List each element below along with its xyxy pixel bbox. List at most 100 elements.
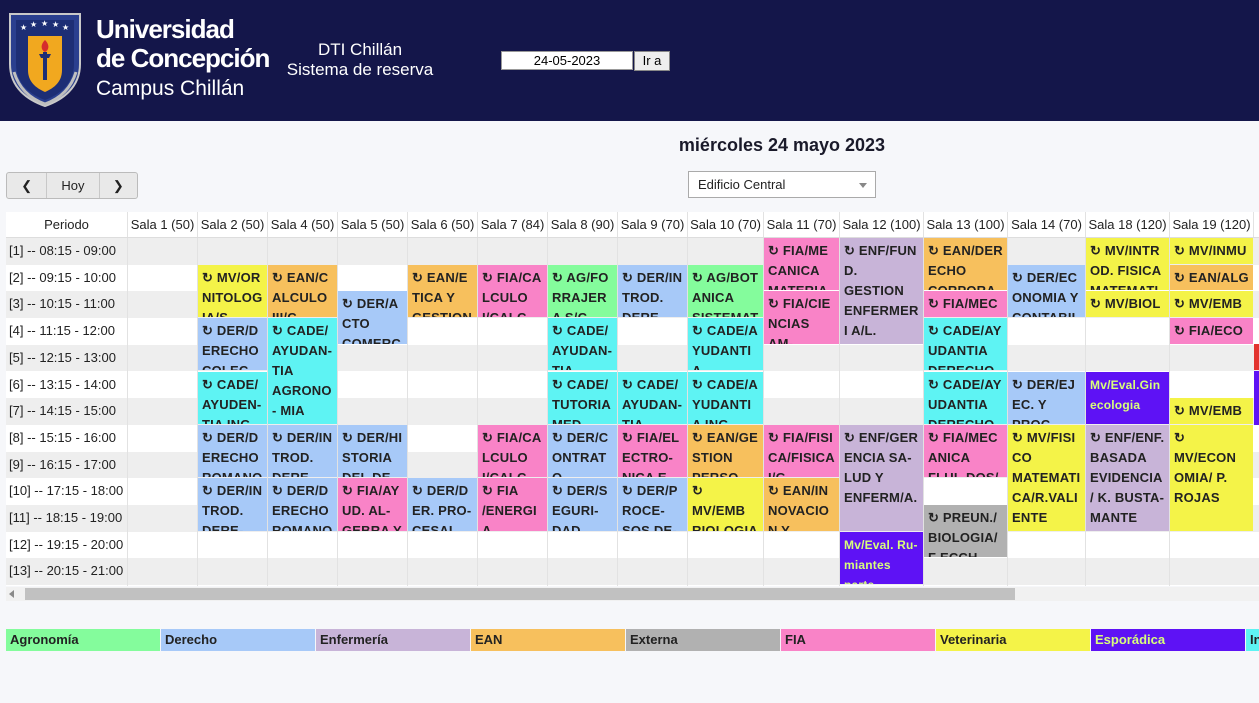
column-divider [197, 238, 198, 586]
reservation-block[interactable]: ↻ ENF/GER ENCIA SA- LUD Y ENFERM/A. [840, 424, 923, 531]
building-select-value: Edificio Central [698, 177, 786, 192]
column-divider [407, 238, 408, 586]
reservation-block[interactable]: ↻ FIA/ECO [1170, 318, 1253, 344]
reservation-block[interactable]: ↻ FIA/EL ECTRO- NICA E [618, 424, 687, 478]
room-header: Sala 6 (50) [408, 212, 478, 238]
reservation-block[interactable]: ↻ CADE/ TUTORIA MED [548, 371, 617, 424]
reservation-block[interactable]: ↻ PREUN./ BIOLOGIA/F ECCH [924, 505, 1007, 558]
reservation-block[interactable]: ↻ EAN/ALG [1170, 264, 1253, 291]
reservation-block[interactable]: ↻ FIA/AY UD. AL- GEBRA Y [338, 478, 407, 531]
prev-day-button[interactable]: ❮ [7, 173, 48, 198]
today-button[interactable]: Hoy [47, 173, 100, 198]
reservation-block[interactable]: ↻ FIA /ENERGIA RENOVA [478, 478, 547, 531]
scrollbar-thumb[interactable] [25, 588, 1015, 600]
reservation-block[interactable]: ↻ EAN/E TICA Y GESTION [408, 264, 477, 318]
room-header: Sala 2 (50) [198, 212, 268, 238]
reservation-block-partial[interactable] [1254, 344, 1259, 370]
reservation-block[interactable]: ↻ DER/EC ONOMIA Y CONTABILI [1008, 264, 1085, 318]
column-divider [687, 238, 688, 586]
reservation-block-partial[interactable] [1254, 371, 1259, 425]
period-label: [9] -- 16:15 - 17:00 [9, 456, 116, 472]
reservation-block[interactable]: ↻ MV/INMU [1170, 238, 1253, 264]
reservation-block[interactable]: ↻ EAN/IN NOVACION Y [764, 478, 839, 531]
reservation-block[interactable]: ↻ MV/EMB RIOLOGIA/ I [688, 478, 763, 531]
reservation-block[interactable]: ↻ DER/D ERECHO ROMANO [268, 478, 337, 531]
reservation-block[interactable]: ↻ MV/EMB [1170, 398, 1253, 424]
period-header: Periodo [6, 212, 128, 238]
reservation-block[interactable]: ↻ DER/S EGURI- DAD [548, 478, 617, 531]
period-label: [10] -- 17:15 - 18:00 [9, 483, 124, 499]
reservation-block[interactable]: ↻ MV/BIOL [1086, 291, 1169, 318]
reservation-block[interactable]: ↻ MV/FISI CO MATEMATI CA/R.VALI ENTE [1008, 424, 1085, 531]
reservation-block[interactable]: ↻ CADE/ AYUDAN- TIA [548, 318, 617, 371]
reservation-block[interactable]: ↻ FIA/FISI CA/FISICA I/G [764, 424, 839, 478]
reservation-block[interactable]: ↻ ENF/FUN D. GESTION ENFERMERI A/L. SALA… [840, 238, 923, 344]
period-label: [1] -- 08:15 - 09:00 [9, 243, 116, 258]
reservation-block[interactable]: ↻ DER/A CTO COMERCI [338, 291, 407, 344]
reservation-block[interactable]: Mv/Eval.Gin ecologia [1086, 371, 1169, 424]
legend-item: Esporádica [1091, 629, 1245, 651]
reservation-block[interactable]: ↻ FIA/CIE NCIAS AM- BIENTA- [764, 291, 839, 344]
reservation-block[interactable]: ↻ DER/D ERECHO COLEC [198, 318, 267, 371]
next-day-button[interactable]: ❯ [112, 177, 124, 193]
reservation-block[interactable]: ↻ DER/D ER. PRO- CESAL [408, 478, 477, 531]
day-title: miércoles 24 mayo 2023 [678, 135, 886, 155]
reservation-block[interactable]: ↻ CADE/ AYUDAN- TIA MEDI- [618, 371, 687, 424]
reservation-block[interactable]: ↻ ENF/ENF. BASADA EVIDENCIA/ K. BUSTA- M… [1086, 424, 1169, 531]
date-input[interactable] [501, 51, 633, 70]
schedule-row [6, 558, 1259, 586]
room-header: Sala 9 (70) [618, 212, 688, 238]
period-label: [4] -- 11:15 - 12:00 [9, 323, 115, 339]
period-label: [6] -- 13:15 - 14:00 [9, 376, 116, 392]
reservation-block[interactable]: ↻ EAN/DER ECHO CORPORATI [924, 238, 1007, 291]
reservation-block[interactable]: ↻ DER/HI STORIA DEL DE- [338, 424, 407, 478]
room-header: Sala 13 (100) [924, 212, 1008, 238]
room-header: Sala 8 (90) [548, 212, 618, 238]
legend-item: EAN [471, 629, 625, 651]
svg-text:★: ★ [52, 20, 59, 29]
reservation-block[interactable]: ↻ DER/D ERECHO ROMANO [198, 424, 267, 478]
reservation-block[interactable]: ↻ CADE/ AYUDEN- TIA ING [198, 371, 267, 424]
reservation-block[interactable]: ↻ DER/C ONTRATO TRABAJO [548, 424, 617, 478]
reservation-block[interactable]: ↻ MV/OR NITOLOGIA/S [198, 264, 267, 318]
column-divider [763, 238, 764, 586]
schedule-row [6, 318, 1259, 345]
reservation-block[interactable]: ↻ EAN/GE STION PERSO- [688, 424, 763, 478]
reservation-block[interactable]: ↻ CADE/ AYUDAN- TIA AGRONO- MIA [268, 318, 337, 424]
svg-text:★: ★ [30, 20, 37, 29]
go-button[interactable]: Ir a [634, 51, 670, 71]
scroll-left-icon[interactable] [9, 590, 14, 598]
reservation-block[interactable]: ↻ EAN/C ALCULO III/C [268, 264, 337, 318]
schedule-row [6, 238, 1259, 265]
reservation-block[interactable]: ↻ FIA/MEC [924, 291, 1007, 318]
period-label: [3] -- 10:15 - 11:00 [9, 296, 115, 312]
reservation-block[interactable]: ↻ FIA/MEC ANICA FLUI- DOS/ [924, 424, 1007, 478]
reservation-block[interactable]: ↻ FIA/ME CANICA MATERIAL [764, 238, 839, 291]
column-divider [127, 238, 128, 586]
building-select[interactable]: Edificio Central [688, 171, 876, 198]
reservation-block[interactable]: ↻ AG/FO RRAJERA S/C [548, 264, 617, 318]
reservation-block[interactable]: ↻ DER/P ROCE- SOS DE- [618, 478, 687, 531]
reservation-block[interactable]: Mv/Eval. Ru- miantes parte [840, 531, 923, 585]
reservation-block[interactable]: ↻ MV/ECON OMIA/ P. ROJAS [1170, 424, 1253, 531]
schedule-grid: [1] -- 08:15 - 09:00 [2] -- 09:15 - 10:00… [6, 212, 1259, 586]
system-title: DTI Chillán Sistema de reserva [270, 40, 450, 80]
chevron-down-icon [859, 183, 867, 188]
reservation-block[interactable]: ↻ MV/EMB [1170, 291, 1253, 318]
column-divider [337, 238, 338, 586]
period-label: [13] -- 20:15 - 21:00 [9, 563, 124, 579]
period-label: [8] -- 15:15 - 16:00 [9, 429, 116, 445]
horizontal-scrollbar[interactable] [6, 587, 1259, 601]
reservation-block[interactable]: ↻ AG/BOT ANICA SISTEMATI [688, 264, 763, 318]
